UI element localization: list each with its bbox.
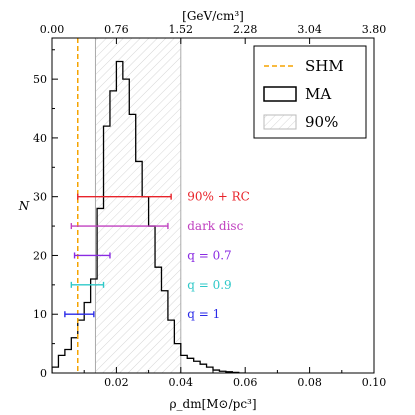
top-x-tick-label: 3.80 (362, 23, 387, 36)
band-90-layer (94, 38, 182, 373)
y-tick-label: 0 (40, 367, 47, 380)
legend-label: 90% (305, 113, 338, 131)
legend-label: SHM (305, 57, 344, 75)
top-x-tick-label: 2.28 (233, 23, 258, 36)
legend-swatch-ma (263, 86, 297, 102)
y-tick-label: 40 (33, 132, 47, 145)
x-tick-label: 0.04 (169, 376, 194, 389)
y-axis-title: N (18, 199, 30, 213)
top-x-tick-label: 3.04 (297, 23, 322, 36)
top-x-tick-label: 0.76 (104, 23, 129, 36)
error-bar-label-2: q = 0.7 (187, 248, 231, 262)
error-bar-label-0: 90% + RC (187, 190, 250, 204)
x-tick-label: 0.06 (233, 376, 258, 389)
x-tick-label: 0.08 (297, 376, 322, 389)
error-bar-label-4: q = 1 (187, 307, 220, 321)
y-tick-label: 20 (33, 249, 47, 262)
band-90-fill (95, 38, 181, 373)
y-tick-label: 50 (33, 73, 47, 86)
x-tick-label: 0.10 (362, 376, 387, 389)
legend-swatch-90 (263, 114, 297, 130)
top-x-tick-label: 0.00 (40, 23, 65, 36)
legend-label: MA (305, 85, 331, 103)
error-bars-layer: 90% + RC dark disc q = 0.7 q = 0.9 q = 1 (64, 190, 250, 321)
legend: SHM MA 90% (253, 45, 367, 139)
y-tick-label: 10 (33, 308, 47, 321)
y-tick-label: 30 (33, 191, 47, 204)
x-axis-title: ρ_dm[M⊙/pc³] (169, 397, 256, 411)
top-axis-title: [GeV/cm³] (182, 9, 244, 23)
top-x-tick-label: 1.52 (169, 23, 194, 36)
error-bar-label-1: dark disc (187, 219, 243, 233)
x-tick-label: 0.02 (104, 376, 129, 389)
error-bar-label-3: q = 0.9 (187, 278, 231, 292)
ticks-layer: 0.02 0.04 0.06 0.08 0.10 0 10 20 30 40 50 0.00 0.76 1… (33, 23, 386, 389)
